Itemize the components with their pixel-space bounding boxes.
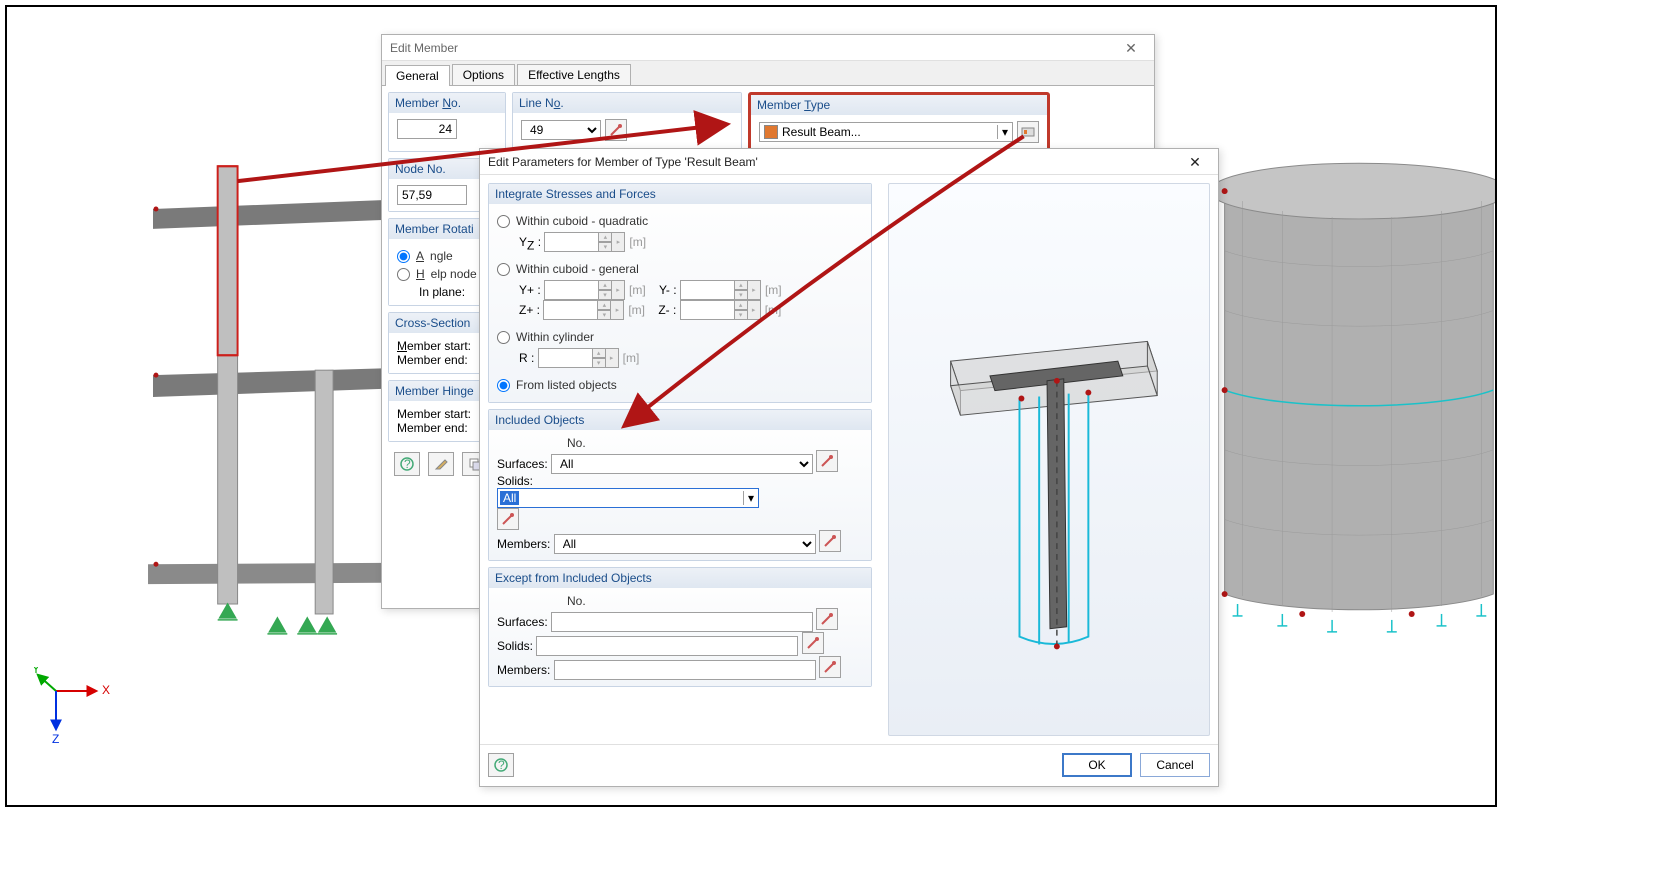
svg-text:Z: Z: [52, 732, 59, 746]
param-r: R : ▴▾▸[m]: [519, 348, 863, 368]
column: [315, 370, 333, 614]
svg-text:?: ?: [498, 758, 505, 772]
param-yplus: Y+ : ▴▾▸[m] Y- : ▴▾▸[m]: [519, 280, 863, 300]
screenshot-frame: X Y Z Edit Member ✕ General Options Effe…: [5, 5, 1497, 807]
help-node-radio[interactable]: [397, 268, 410, 281]
tab-options[interactable]: Options: [452, 64, 515, 85]
chevron-down-icon[interactable]: ▾: [743, 491, 758, 505]
exc-members-row: Members:: [497, 656, 863, 680]
inc-members-select[interactable]: All: [554, 534, 816, 554]
tab-strip: General Options Effective Lengths: [382, 61, 1154, 86]
pick-exc-solids-icon[interactable]: [802, 632, 824, 654]
edit-icon[interactable]: [428, 452, 454, 476]
svg-text:?: ?: [404, 457, 411, 471]
pick-exc-members-icon[interactable]: [819, 656, 841, 678]
column: [218, 166, 238, 604]
help-icon[interactable]: ?: [488, 753, 514, 777]
pick-members-icon[interactable]: [819, 530, 841, 552]
svg-text:X: X: [102, 683, 110, 697]
dialog-button-row: ? OK Cancel: [480, 744, 1218, 785]
member-type-value: Result Beam...: [782, 125, 997, 139]
cancel-button[interactable]: Cancel: [1140, 753, 1210, 777]
dialog-title: Edit Member: [390, 35, 458, 61]
cylinder-solid: [1210, 163, 1495, 632]
member-type-header: Member Type: [751, 95, 1047, 115]
node-no-input[interactable]: [397, 185, 467, 205]
opt-cuboid-quadratic[interactable]: Within cuboid - quadratic: [497, 214, 863, 228]
inc-surfaces-select[interactable]: All: [551, 454, 813, 474]
opt-cuboid-general[interactable]: Within cuboid - general: [497, 262, 863, 276]
titlebar[interactable]: Edit Member ✕: [382, 35, 1154, 61]
member-no-input[interactable]: [397, 119, 457, 139]
dialog-title: Edit Parameters for Member of Type 'Resu…: [488, 149, 758, 175]
excluded-group: Except from Included Objects No. Surface…: [488, 567, 872, 687]
params-dialog: Edit Parameters for Member of Type 'Resu…: [479, 148, 1219, 787]
opt-cylinder[interactable]: Within cylinder: [497, 330, 863, 344]
exc-surfaces-input[interactable]: [551, 612, 813, 632]
included-group: Included Objects No. Surfaces: All Solid…: [488, 409, 872, 561]
inc-surfaces-row: Surfaces: All: [497, 450, 863, 474]
param-zplus: Z+ : ▴▾▸[m] Z- : ▴▾▸[m]: [519, 300, 863, 320]
integrate-header: Integrate Stresses and Forces: [489, 184, 871, 204]
excluded-header: Except from Included Objects: [489, 568, 871, 588]
close-icon[interactable]: ✕: [1116, 35, 1146, 61]
no-label: No.: [567, 594, 863, 608]
inc-solids-select[interactable]: All ▾: [497, 488, 759, 508]
member-type-swatch: [764, 125, 778, 139]
tab-general[interactable]: General: [385, 65, 450, 86]
member-no-header: Member No.: [389, 93, 505, 113]
svg-text:Y: Y: [32, 667, 40, 676]
titlebar[interactable]: Edit Parameters for Member of Type 'Resu…: [480, 149, 1218, 175]
exc-surfaces-row: Surfaces:: [497, 608, 863, 632]
close-icon[interactable]: ✕: [1180, 149, 1210, 175]
pick-surfaces-icon[interactable]: [816, 450, 838, 472]
angle-radio[interactable]: [397, 250, 410, 263]
param-yz: YZ : ▴▾▸[m]: [519, 232, 863, 252]
pick-solids-icon[interactable]: [497, 508, 519, 530]
member-type-params-icon[interactable]: [1017, 121, 1039, 143]
pick-exc-surfaces-icon[interactable]: [816, 608, 838, 630]
inc-solids-row: Solids: All ▾: [497, 474, 863, 530]
included-header: Included Objects: [489, 410, 871, 430]
preview-3d: [888, 183, 1210, 736]
inc-members-row: Members: All: [497, 530, 863, 554]
pick-line-icon[interactable]: [605, 119, 627, 141]
exc-members-input[interactable]: [554, 660, 816, 680]
tab-effective-lengths[interactable]: Effective Lengths: [517, 64, 631, 85]
no-label: No.: [567, 436, 863, 450]
help-icon[interactable]: ?: [394, 452, 420, 476]
ok-button[interactable]: OK: [1062, 753, 1132, 777]
exc-solids-input[interactable]: [536, 636, 798, 656]
integrate-group: Integrate Stresses and Forces Within cub…: [488, 183, 872, 403]
line-no-select[interactable]: 49: [521, 120, 601, 140]
member-type-group: Member Type Result Beam... ▾: [748, 92, 1050, 152]
chevron-down-icon[interactable]: ▾: [997, 125, 1012, 139]
exc-solids-row: Solids:: [497, 632, 863, 656]
opt-listed-objects[interactable]: From listed objects: [497, 378, 863, 392]
line-no-header: Line No.: [513, 93, 741, 113]
